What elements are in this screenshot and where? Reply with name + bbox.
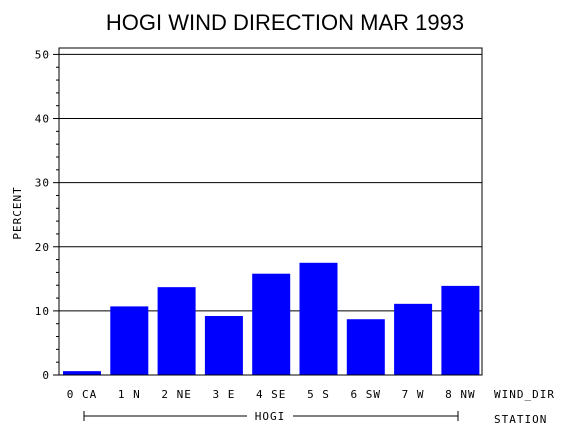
bar: [299, 262, 338, 375]
x-tick-label: 2 NE: [161, 388, 192, 401]
group-label: HOGI: [255, 410, 286, 423]
x-tick-label: 5 S: [307, 388, 330, 401]
bar: [63, 371, 101, 375]
bars: [63, 262, 480, 375]
bar: [346, 319, 385, 375]
y-tick-label: 20: [35, 241, 50, 254]
y-ticks: 0 10 20 30 40 50: [35, 48, 59, 382]
x-tick-label: 7 W: [402, 388, 425, 401]
plot-frame: [58, 47, 483, 376]
y-axis-label: PERCENT: [11, 186, 24, 239]
x-tick-label: 1 N: [118, 388, 141, 401]
bar: [441, 285, 480, 375]
bar: [110, 306, 149, 375]
y-tick-label: 50: [35, 48, 50, 61]
bar: [204, 316, 243, 375]
x-tick-label: 6 SW: [351, 388, 382, 401]
y-tick-label: 40: [35, 113, 50, 126]
y-tick-label: 30: [35, 177, 50, 190]
station-label: STATION: [494, 413, 547, 426]
x-tick-label: 8 NW: [445, 388, 476, 401]
bar: [394, 303, 433, 375]
x-axis-label: WIND_DIR: [494, 388, 555, 401]
x-tick-label: 0 CA: [67, 388, 98, 401]
bar: [252, 273, 291, 375]
gridlines: [59, 53, 482, 312]
x-tick-label: 3 E: [212, 388, 235, 401]
y-tick-label: 0: [42, 369, 50, 382]
x-tick-label: 4 SE: [256, 388, 287, 401]
chart-title: HOGI WIND DIRECTION MAR 1993: [106, 10, 464, 35]
y-tick-label: 10: [35, 305, 50, 318]
x-tick-labels: 0 CA 1 N 2 NE 3 E 4 SE 5 S 6 SW 7 W 8 NW: [67, 388, 476, 401]
bar: [157, 287, 196, 375]
group-bracket: [83, 409, 459, 423]
